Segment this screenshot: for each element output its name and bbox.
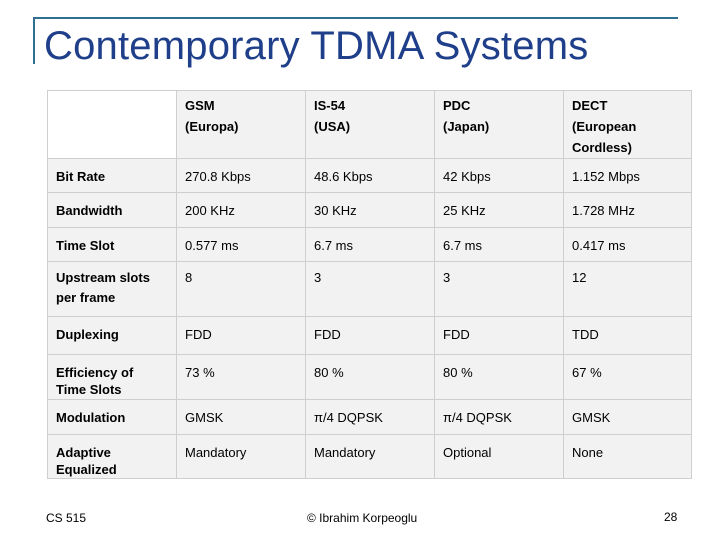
table-row: Modulation GMSK π/4 DQPSK π/4 DQPSK GMSK bbox=[47, 399, 692, 435]
table-cell: 1.152 Mbps bbox=[563, 158, 692, 193]
row-label-line: Efficiency of bbox=[56, 365, 134, 380]
footer-author: © Ibrahim Korpeoglu bbox=[307, 511, 418, 525]
table-cell: GMSK bbox=[176, 399, 306, 435]
table-cell: FDD bbox=[176, 316, 306, 355]
row-label-line: Equalized bbox=[56, 462, 117, 477]
row-label-line: Adaptive bbox=[56, 445, 111, 460]
row-label: Time Slot bbox=[47, 227, 177, 262]
table-cell: 0.417 ms bbox=[563, 227, 692, 262]
table-row: Time Slot 0.577 ms 6.7 ms 6.7 ms 0.417 m… bbox=[47, 227, 692, 262]
column-header-is54: IS-54 (USA) bbox=[305, 90, 435, 159]
footer-course: CS 515 bbox=[46, 511, 87, 525]
table-cell: 73 % bbox=[176, 354, 306, 400]
column-header-line: Cordless) bbox=[572, 140, 632, 155]
row-label-line: Modulation bbox=[56, 410, 126, 425]
table-cell: TDD bbox=[563, 316, 692, 355]
table-row: Bit Rate 270.8 Kbps 48.6 Kbps 42 Kbps 1.… bbox=[47, 158, 692, 193]
table-header-row: GSM (Europa) IS-54 (USA) PDC (Japan) DEC… bbox=[47, 90, 692, 159]
table-cell: 12 bbox=[563, 261, 692, 317]
table-cell: π/4 DQPSK bbox=[305, 399, 435, 435]
row-label-line: Time Slots bbox=[56, 382, 122, 397]
table-cell: 30 KHz bbox=[305, 192, 435, 228]
comparison-table: GSM (Europa) IS-54 (USA) PDC (Japan) DEC… bbox=[47, 90, 692, 479]
column-header-line: DECT bbox=[572, 98, 608, 113]
row-label: Bandwidth bbox=[47, 192, 177, 228]
table-cell: 8 bbox=[176, 261, 306, 317]
row-label-line: per frame bbox=[56, 290, 116, 305]
table-cell: 25 KHz bbox=[434, 192, 564, 228]
column-header-dect: DECT (European Cordless) bbox=[563, 90, 692, 159]
table-cell: Mandatory bbox=[176, 434, 306, 479]
row-label-line: Bandwidth bbox=[56, 203, 123, 218]
table-cell: Mandatory bbox=[305, 434, 435, 479]
column-header-line: (USA) bbox=[314, 119, 351, 134]
table-cell: 6.7 ms bbox=[434, 227, 564, 262]
row-label: Efficiency of Time Slots bbox=[47, 354, 177, 400]
table-cell: 200 KHz bbox=[176, 192, 306, 228]
table-cell: 67 % bbox=[563, 354, 692, 400]
table-cell: 48.6 Kbps bbox=[305, 158, 435, 193]
corner-cell bbox=[47, 90, 177, 159]
row-label: Adaptive Equalized bbox=[47, 434, 177, 479]
table-cell: 0.577 ms bbox=[176, 227, 306, 262]
table-row: Bandwidth 200 KHz 30 KHz 25 KHz 1.728 MH… bbox=[47, 192, 692, 228]
table-row: Efficiency of Time Slots 73 % 80 % 80 % 6… bbox=[47, 354, 692, 400]
table-cell: 3 bbox=[434, 261, 564, 317]
slide-frame-top bbox=[33, 17, 678, 19]
table-cell: None bbox=[563, 434, 692, 479]
column-header-line: (Europa) bbox=[185, 119, 239, 134]
column-header-line: (Japan) bbox=[443, 119, 490, 134]
column-header-line: PDC bbox=[443, 98, 471, 113]
row-label: Duplexing bbox=[47, 316, 177, 355]
row-label-line: Bit Rate bbox=[56, 169, 106, 184]
table-cell: 270.8 Kbps bbox=[176, 158, 306, 193]
slide-title: Contemporary TDMA Systems bbox=[44, 24, 589, 68]
table-cell: 6.7 ms bbox=[305, 227, 435, 262]
row-label: Bit Rate bbox=[47, 158, 177, 193]
column-header-pdc: PDC (Japan) bbox=[434, 90, 564, 159]
table-cell: 80 % bbox=[434, 354, 564, 400]
table-cell: 1.728 MHz bbox=[563, 192, 692, 228]
table-cell: FDD bbox=[305, 316, 435, 355]
table-cell: π/4 DQPSK bbox=[434, 399, 564, 435]
table-cell: 42 Kbps bbox=[434, 158, 564, 193]
table-cell: Optional bbox=[434, 434, 564, 479]
column-header-line: GSM bbox=[185, 98, 215, 113]
row-label: Modulation bbox=[47, 399, 177, 435]
table-cell: FDD bbox=[434, 316, 564, 355]
row-label-line: Upstream slots bbox=[56, 270, 150, 285]
table-row: Upstream slots per frame 8 3 3 12 bbox=[47, 261, 692, 317]
row-label-line: Duplexing bbox=[56, 327, 119, 342]
table-row: Duplexing FDD FDD FDD TDD bbox=[47, 316, 692, 355]
column-header-line: (European bbox=[572, 119, 637, 134]
table-cell: 3 bbox=[305, 261, 435, 317]
page-number: 28 bbox=[664, 510, 678, 524]
row-label-line: Time Slot bbox=[56, 238, 115, 253]
column-header-line: IS-54 bbox=[314, 98, 346, 113]
table-cell: GMSK bbox=[563, 399, 692, 435]
slide-frame-left bbox=[33, 17, 35, 64]
table-cell: 80 % bbox=[305, 354, 435, 400]
table-row: Adaptive Equalized Mandatory Mandatory Op… bbox=[47, 434, 692, 479]
column-header-gsm: GSM (Europa) bbox=[176, 90, 306, 159]
row-label: Upstream slots per frame bbox=[47, 261, 177, 317]
